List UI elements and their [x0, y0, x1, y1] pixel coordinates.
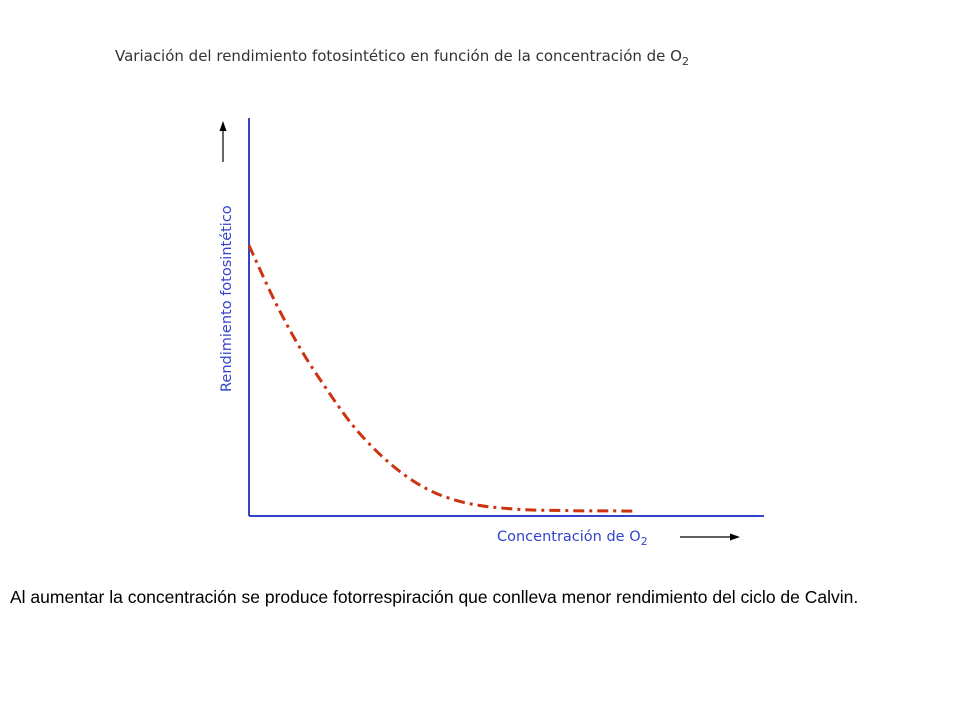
- chart-title-text: Variación del rendimiento fotosintético …: [115, 47, 682, 65]
- x-axis-label: Concentración de O2: [497, 529, 648, 548]
- x-axis-label-subscript: 2: [641, 535, 648, 548]
- caption-text: Al aumentar la concentración se produce …: [10, 587, 859, 607]
- chart-title: Variación del rendimiento fotosintético …: [115, 47, 689, 68]
- series-group: [247, 244, 636, 513]
- x-axis-arrow-head: [730, 533, 740, 541]
- x-axis-label-text: Concentración de O: [497, 529, 641, 545]
- y-axis-arrow-head: [219, 121, 227, 131]
- y-axis-label: Rendimiento fotosintético: [219, 205, 235, 392]
- chart-title-subscript: 2: [682, 55, 689, 68]
- series-line-0: [247, 244, 636, 513]
